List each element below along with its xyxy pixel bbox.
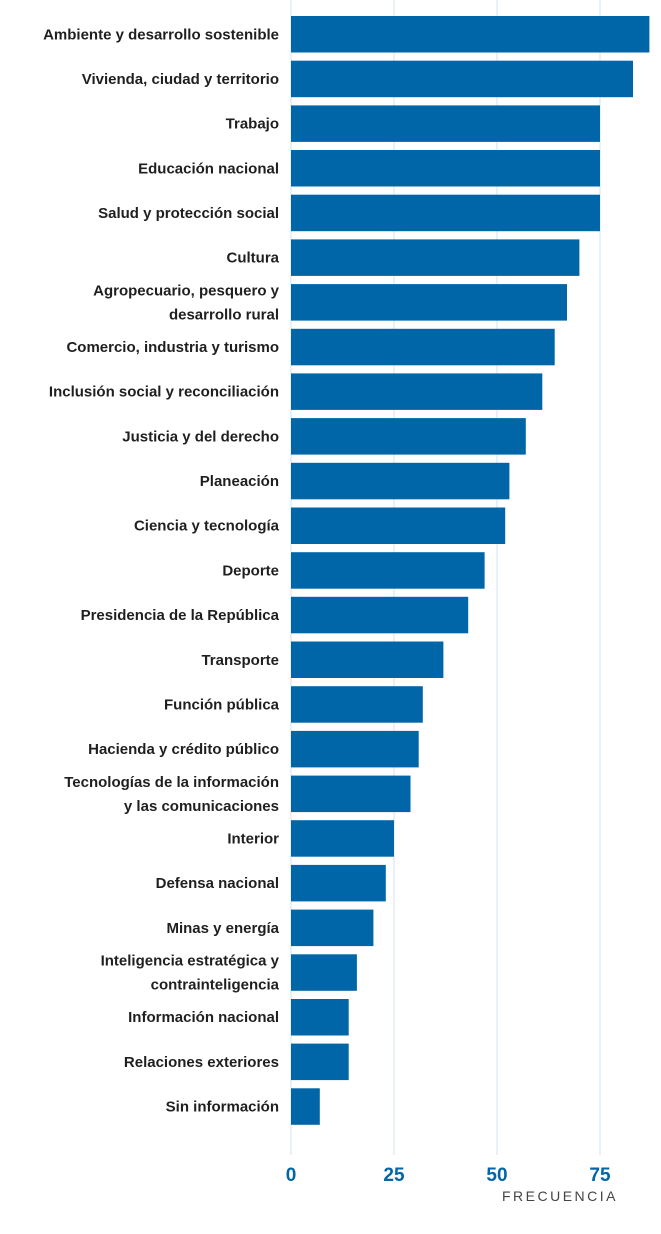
x-axis-title: FRECUENCIA <box>502 1188 618 1204</box>
category-label: Justicia y del derecho <box>122 428 279 445</box>
category-label: Sin información <box>166 1099 279 1116</box>
category-label-line: desarrollo rural <box>169 306 279 323</box>
category-label-line: y las comunicaciones <box>124 798 279 815</box>
category-label-line: Información nacional <box>128 1009 279 1026</box>
category-label: Información nacional <box>128 1009 279 1026</box>
category-label: Cultura <box>227 250 280 267</box>
category-label-line: Interior <box>227 831 279 848</box>
bar <box>291 641 444 678</box>
category-label-line: Defensa nacional <box>156 875 279 892</box>
category-label-line: Trabajo <box>226 116 279 133</box>
bar <box>291 775 411 813</box>
category-label: Planeación <box>200 473 279 490</box>
category-label-line: Educación nacional <box>138 160 279 177</box>
bar <box>291 328 555 366</box>
category-label-line: Salud y protección social <box>98 205 279 222</box>
category-label-line: Hacienda y crédito público <box>88 741 279 758</box>
category-label: Deporte <box>222 562 279 579</box>
category-label-line: Planeación <box>200 473 279 490</box>
category-label-line: Ambiente y desarrollo sostenible <box>43 26 279 43</box>
category-label: Salud y protección social <box>98 205 279 222</box>
category-label: Defensa nacional <box>156 875 279 892</box>
category-label-line: Agropecuario, pesquero y <box>93 282 280 299</box>
x-tick-label: 25 <box>383 1165 405 1186</box>
bar <box>291 999 349 1036</box>
category-label: Transporte <box>201 652 279 669</box>
bar <box>291 462 510 500</box>
category-label-line: Inteligencia estratégica y <box>101 953 280 970</box>
category-label: Ambiente y desarrollo sostenible <box>43 26 279 43</box>
bar <box>291 60 633 98</box>
category-label: Inclusión social y reconciliación <box>49 384 279 401</box>
category-label-line: Minas y energía <box>166 920 279 937</box>
x-tick-label: 75 <box>589 1165 611 1186</box>
bar <box>291 596 469 634</box>
category-label-line: Inclusión social y reconciliación <box>49 384 279 401</box>
category-label: Ciencia y tecnología <box>134 518 280 535</box>
category-labels: Ambiente y desarrollo sostenible Vivienda… <box>43 26 280 1115</box>
category-label-line: Transporte <box>201 652 279 669</box>
bar <box>291 864 386 902</box>
category-label-line: Función pública <box>164 697 280 714</box>
category-label: Hacienda y crédito público <box>88 741 279 758</box>
category-label-line: Sin información <box>166 1099 279 1116</box>
category-label: Comercio, industria y turismo <box>66 339 279 356</box>
bar <box>291 373 543 410</box>
bar <box>291 552 485 589</box>
category-label: Agropecuario, pesquero y desarrollo rural <box>93 282 280 323</box>
category-label: Inteligencia estratégica y contraintelige… <box>101 953 280 994</box>
category-label-line: Vivienda, ciudad y territorio <box>82 71 279 88</box>
category-label-line: Presidencia de la República <box>81 607 280 624</box>
bars <box>291 16 650 1125</box>
bar <box>291 909 374 947</box>
category-label: Minas y energía <box>166 920 279 937</box>
bar <box>291 194 600 232</box>
category-label: Educación nacional <box>138 160 279 177</box>
category-label: Interior <box>227 831 279 848</box>
bar <box>291 507 506 544</box>
bar <box>291 954 357 991</box>
category-label-line: Cultura <box>227 250 280 267</box>
bar <box>291 820 394 857</box>
category-label-line: Relaciones exteriores <box>124 1054 279 1071</box>
category-label-line: Deporte <box>222 562 279 579</box>
bar <box>291 686 423 723</box>
category-label-line: Tecnologías de la información <box>64 774 279 791</box>
bar <box>291 730 419 768</box>
category-label-line: contrainteligencia <box>151 977 280 994</box>
bar <box>291 284 567 321</box>
x-axis-ticks: 0 25 50 75 <box>286 1165 611 1186</box>
bar <box>291 239 580 276</box>
category-label: Vivienda, ciudad y territorio <box>82 71 279 88</box>
bar <box>291 105 600 142</box>
category-label: Presidencia de la República <box>81 607 280 624</box>
bar <box>291 418 526 455</box>
category-label: Función pública <box>164 697 280 714</box>
category-label-line: Justicia y del derecho <box>122 428 279 445</box>
bar <box>291 150 600 187</box>
x-tick-label: 0 <box>286 1165 297 1186</box>
category-label: Relaciones exteriores <box>124 1054 279 1071</box>
x-tick-label: 50 <box>486 1165 507 1186</box>
category-label: Tecnologías de la información y las comun… <box>64 774 279 815</box>
bar <box>291 16 650 53</box>
bar <box>291 1043 349 1081</box>
category-label-line: Comercio, industria y turismo <box>66 339 279 356</box>
category-label: Trabajo <box>226 116 279 133</box>
bar <box>291 1088 320 1125</box>
category-label-line: Ciencia y tecnología <box>134 518 280 535</box>
